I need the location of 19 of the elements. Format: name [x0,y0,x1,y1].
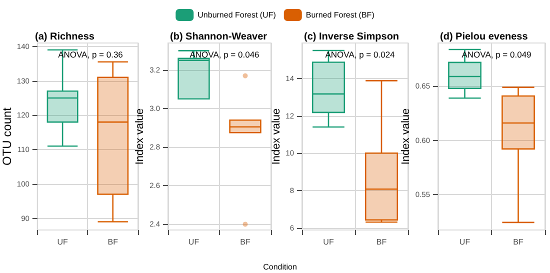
x-tick-label: BF [376,238,387,246]
y-axis-title: Index value [134,108,146,165]
x-tick-label: BF [108,238,118,246]
chart-title: (d) Pielou eveness [440,32,528,42]
x-tick-label: UF [57,238,68,246]
y-axis-title: OTU count [0,106,14,166]
y-axis-title: Index value [400,108,412,165]
legend-label: Burned Forest (BF) [306,10,375,20]
y-axis-title: Index value [270,108,282,165]
x-tick-label: UF [459,238,470,246]
x-tick-label: UF [188,238,200,246]
x-tick-label: UF [323,238,334,246]
chart-title: (a) Richness [35,32,95,42]
legend-label: Unburned Forest (UF) [198,10,276,20]
chart-title: (b) Shannon-Weaver [170,32,268,42]
chart-title: (c) Inverse Simpson [304,32,400,42]
x-tick-label: BF [513,238,524,246]
x-axis-title: Condition [263,262,297,272]
x-tick-label: BF [240,238,250,246]
